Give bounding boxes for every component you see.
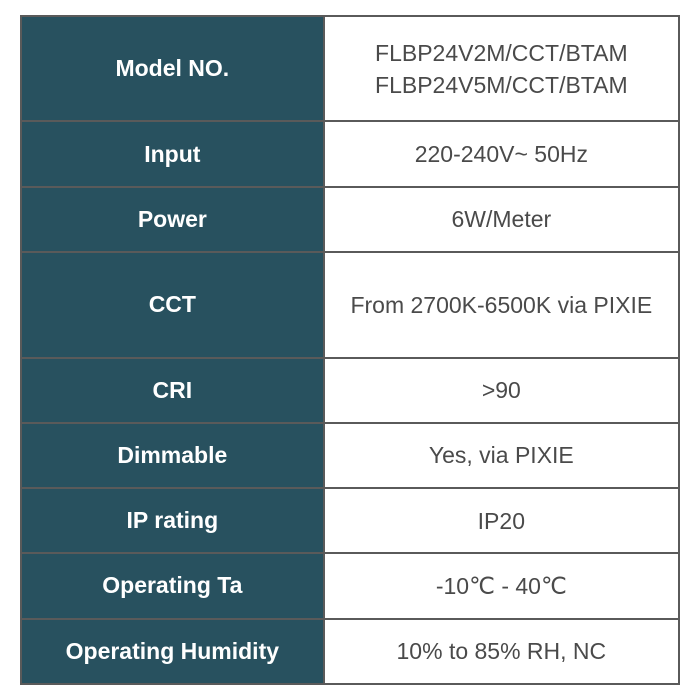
table-row: Operating Ta -10℃ - 40℃ (21, 553, 679, 618)
spec-label: Dimmable (21, 423, 324, 488)
spec-value: FLBP24V2M/CCT/BTAMFLBP24V5M/CCT/BTAM (324, 16, 679, 121)
spec-value: Yes, via PIXIE (324, 423, 679, 488)
spec-label: Operating Humidity (21, 619, 324, 684)
spec-value: -10℃ - 40℃ (324, 553, 679, 618)
spec-label: Power (21, 187, 324, 252)
table-row: Dimmable Yes, via PIXIE (21, 423, 679, 488)
spec-value: 220-240V~ 50Hz (324, 121, 679, 186)
spec-label: Operating Ta (21, 553, 324, 618)
spec-label: IP rating (21, 488, 324, 553)
spec-label: CRI (21, 358, 324, 423)
spec-value: IP20 (324, 488, 679, 553)
spec-value: 6W/Meter (324, 187, 679, 252)
spec-label: Input (21, 121, 324, 186)
table-row: Operating Humidity 10% to 85% RH, NC (21, 619, 679, 684)
table-row: IP rating IP20 (21, 488, 679, 553)
spec-label: CCT (21, 252, 324, 357)
spec-value: 10% to 85% RH, NC (324, 619, 679, 684)
table-row: CRI >90 (21, 358, 679, 423)
spec-label: Model NO. (21, 16, 324, 121)
specification-table-body: Model NO. FLBP24V2M/CCT/BTAMFLBP24V5M/CC… (21, 16, 679, 684)
table-row: CCT From 2700K-6500K via PIXIE (21, 252, 679, 357)
specification-table: Model NO. FLBP24V2M/CCT/BTAMFLBP24V5M/CC… (20, 15, 680, 685)
spec-value: >90 (324, 358, 679, 423)
table-row: Model NO. FLBP24V2M/CCT/BTAMFLBP24V5M/CC… (21, 16, 679, 121)
table-row: Input 220-240V~ 50Hz (21, 121, 679, 186)
spec-value: From 2700K-6500K via PIXIE (324, 252, 679, 357)
table-row: Power 6W/Meter (21, 187, 679, 252)
